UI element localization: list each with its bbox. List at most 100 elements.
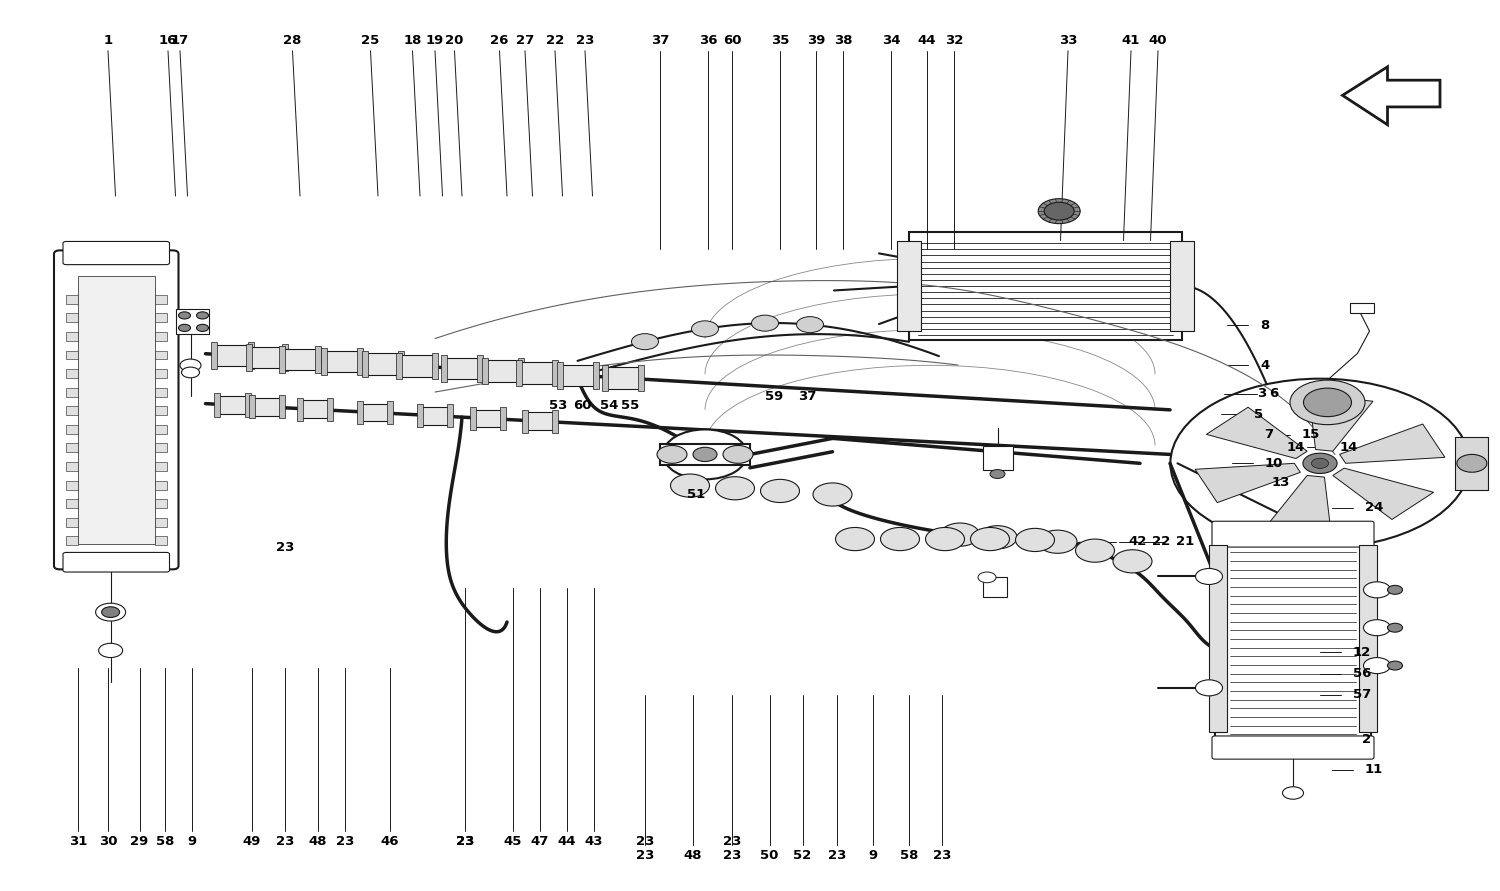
Bar <box>214 345 250 366</box>
Circle shape <box>752 315 778 331</box>
FancyBboxPatch shape <box>1215 526 1371 752</box>
Text: 16: 16 <box>159 34 177 46</box>
Text: 5: 5 <box>1254 408 1263 421</box>
Bar <box>154 444 166 453</box>
Bar <box>66 462 78 471</box>
Text: 37: 37 <box>798 390 816 403</box>
Bar <box>362 351 368 378</box>
Text: 38: 38 <box>834 34 852 46</box>
Bar <box>447 405 453 428</box>
Circle shape <box>632 333 658 349</box>
Text: 14: 14 <box>1287 441 1305 454</box>
Text: 10: 10 <box>1264 457 1282 470</box>
Text: 30: 30 <box>99 836 117 848</box>
Circle shape <box>657 446 687 463</box>
Circle shape <box>99 643 123 658</box>
Bar <box>398 351 404 378</box>
Bar <box>364 354 400 375</box>
Bar <box>66 425 78 434</box>
Bar <box>246 344 252 371</box>
Text: 13: 13 <box>1272 477 1290 489</box>
Text: 45: 45 <box>504 836 522 848</box>
Circle shape <box>970 527 1010 551</box>
FancyBboxPatch shape <box>63 552 170 572</box>
Bar <box>78 276 154 544</box>
Text: 4: 4 <box>1260 359 1269 372</box>
Circle shape <box>1388 661 1402 670</box>
Bar <box>602 364 608 391</box>
Circle shape <box>1456 454 1486 472</box>
Text: 53: 53 <box>549 399 567 412</box>
Text: 12: 12 <box>1353 646 1371 658</box>
Bar <box>249 347 285 368</box>
Bar <box>154 518 166 527</box>
Text: 20: 20 <box>446 34 464 46</box>
Bar <box>357 348 363 375</box>
Circle shape <box>1044 202 1074 220</box>
Bar <box>1455 437 1488 490</box>
Bar <box>592 362 598 388</box>
Bar <box>482 357 488 384</box>
Bar <box>396 353 402 380</box>
Bar <box>154 480 166 489</box>
Polygon shape <box>1310 395 1372 451</box>
Bar <box>300 400 330 418</box>
Text: 44: 44 <box>918 34 936 46</box>
Bar <box>441 356 447 382</box>
FancyBboxPatch shape <box>1212 736 1374 759</box>
Bar <box>444 358 480 380</box>
Bar <box>66 499 78 508</box>
FancyBboxPatch shape <box>909 232 1182 340</box>
Circle shape <box>1304 454 1336 473</box>
Text: 49: 49 <box>243 836 261 848</box>
Ellipse shape <box>1170 379 1470 548</box>
Text: 60: 60 <box>573 399 591 412</box>
Text: 18: 18 <box>404 34 422 46</box>
Bar <box>66 332 78 341</box>
Text: 34: 34 <box>882 34 900 46</box>
Bar <box>282 344 288 371</box>
Circle shape <box>96 603 126 621</box>
Circle shape <box>716 477 754 500</box>
Bar <box>477 356 483 382</box>
Circle shape <box>1196 568 1222 584</box>
Text: 23: 23 <box>828 849 846 862</box>
Bar <box>470 407 476 430</box>
Bar <box>154 350 166 359</box>
Text: 23: 23 <box>723 849 741 862</box>
Bar <box>297 397 303 421</box>
Bar <box>282 348 318 370</box>
Text: 6: 6 <box>1269 388 1278 400</box>
Polygon shape <box>1206 407 1306 459</box>
Text: 51: 51 <box>687 488 705 501</box>
Text: 11: 11 <box>1365 764 1383 776</box>
Text: 15: 15 <box>1302 429 1320 441</box>
Bar <box>1209 545 1227 732</box>
Text: 23: 23 <box>456 836 474 848</box>
Bar <box>420 407 450 425</box>
Bar <box>552 410 558 433</box>
Text: 23: 23 <box>276 836 294 848</box>
Text: 42: 42 <box>1128 535 1146 548</box>
Circle shape <box>1388 585 1402 594</box>
Bar <box>66 314 78 323</box>
Bar <box>484 360 520 381</box>
Circle shape <box>196 312 208 319</box>
Bar <box>522 410 528 433</box>
Bar <box>604 367 640 388</box>
Bar <box>315 346 321 372</box>
Text: 57: 57 <box>1353 689 1371 701</box>
Circle shape <box>1113 550 1152 573</box>
Circle shape <box>178 324 190 331</box>
Text: 26: 26 <box>490 34 508 46</box>
Bar <box>472 410 502 428</box>
Bar <box>560 364 596 386</box>
Text: 33: 33 <box>1059 34 1077 46</box>
Polygon shape <box>1268 476 1330 532</box>
Bar <box>154 369 166 378</box>
Text: 32: 32 <box>945 34 963 46</box>
Text: 1: 1 <box>104 34 112 46</box>
Bar <box>66 480 78 489</box>
Bar <box>518 357 524 384</box>
Circle shape <box>940 523 980 546</box>
